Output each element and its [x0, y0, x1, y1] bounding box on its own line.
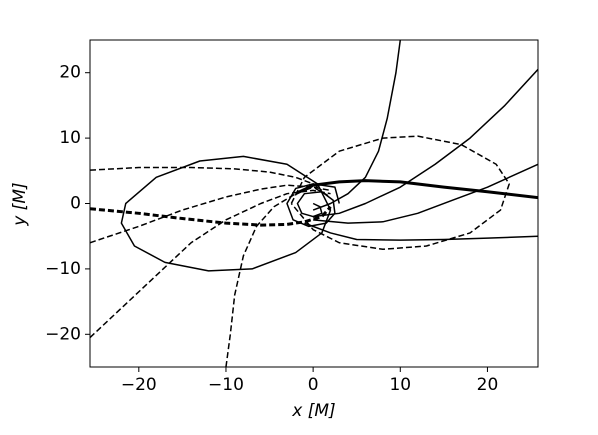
trajectory-line: [295, 179, 538, 200]
x-axis-label: x [M]: [291, 401, 335, 421]
x-tick-label: 20: [477, 375, 499, 395]
y-tick-label: −10: [45, 259, 81, 279]
y-tick-label: 0: [70, 194, 81, 214]
x-tick-label: 0: [308, 375, 319, 395]
trajectory-line: [90, 184, 331, 244]
trajectory-line: [120, 155, 332, 272]
trajectory-line: [290, 135, 510, 251]
plot-area: [90, 40, 538, 367]
y-tick-label: 20: [59, 63, 81, 83]
trajectory-line: [90, 189, 331, 339]
trajectory-line: [286, 183, 341, 228]
trajectory-line: [313, 68, 538, 218]
y-axis-label: y [M]: [10, 182, 30, 226]
y-tick-label: −20: [45, 324, 81, 344]
trajectory-line: [313, 163, 538, 224]
y-tick-label: 10: [59, 128, 81, 148]
x-tick-label: −10: [208, 375, 244, 395]
trajectory-line: [90, 205, 332, 227]
x-tick-label: 10: [389, 375, 411, 395]
trajectory-line: [304, 222, 538, 241]
trajectory-line: [90, 166, 323, 192]
trajectory-line: [225, 186, 331, 367]
x-tick-label: −20: [121, 375, 157, 395]
